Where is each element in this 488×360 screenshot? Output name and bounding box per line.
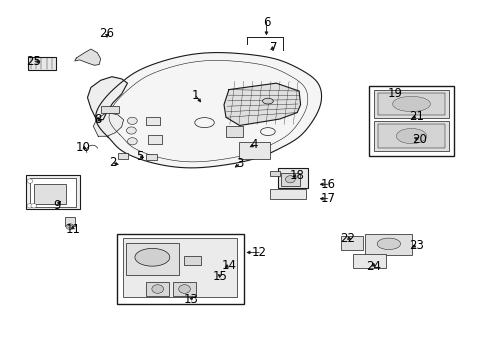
Ellipse shape	[396, 129, 426, 144]
Ellipse shape	[262, 98, 273, 104]
Circle shape	[126, 127, 136, 134]
Text: 1: 1	[192, 89, 199, 102]
Bar	[30, 178, 76, 207]
Text: 15: 15	[212, 270, 227, 283]
Bar	[183, 256, 201, 265]
Bar	[26, 175, 80, 210]
Circle shape	[27, 204, 33, 208]
Text: 23: 23	[408, 239, 423, 252]
Bar	[280, 173, 300, 186]
Bar	[117, 234, 243, 304]
Text: 8: 8	[94, 113, 102, 126]
Text: 19: 19	[386, 87, 401, 100]
Bar	[238, 142, 270, 159]
Polygon shape	[87, 77, 127, 120]
Text: 5: 5	[136, 150, 143, 163]
Bar	[377, 93, 445, 115]
Text: 25: 25	[26, 55, 41, 68]
Ellipse shape	[194, 118, 214, 128]
Polygon shape	[75, 49, 101, 65]
Bar	[352, 254, 385, 268]
Bar	[365, 234, 411, 255]
Text: 7: 7	[269, 41, 277, 54]
Text: 24: 24	[366, 260, 381, 273]
Bar	[277, 168, 307, 188]
Bar	[269, 189, 306, 199]
Circle shape	[66, 224, 74, 229]
Text: 14: 14	[221, 259, 236, 272]
Bar	[373, 121, 448, 151]
Bar	[269, 171, 279, 176]
Bar	[125, 243, 179, 275]
Text: 20: 20	[411, 133, 426, 146]
Circle shape	[31, 204, 37, 208]
Bar	[146, 282, 169, 296]
Ellipse shape	[376, 238, 400, 249]
Text: 16: 16	[320, 178, 335, 191]
Bar	[368, 86, 453, 156]
Bar	[34, 184, 65, 204]
Bar	[101, 106, 119, 113]
Text: 10: 10	[75, 140, 90, 153]
Bar	[65, 217, 75, 226]
Ellipse shape	[135, 248, 169, 266]
Circle shape	[27, 179, 33, 183]
Circle shape	[127, 117, 137, 125]
Bar	[172, 282, 196, 296]
Text: 9: 9	[53, 199, 61, 212]
Text: 2: 2	[109, 156, 116, 169]
Text: 13: 13	[183, 293, 198, 306]
Text: 17: 17	[320, 192, 335, 205]
Circle shape	[285, 176, 295, 183]
Bar	[118, 153, 128, 159]
Text: 22: 22	[340, 231, 355, 244]
Bar	[146, 117, 159, 126]
Text: 21: 21	[408, 110, 423, 123]
Ellipse shape	[260, 128, 275, 135]
Text: 11: 11	[65, 223, 80, 236]
Bar	[373, 90, 448, 118]
Text: 18: 18	[289, 169, 304, 182]
Polygon shape	[224, 83, 300, 126]
Text: 26: 26	[99, 27, 114, 40]
Text: 12: 12	[251, 246, 266, 259]
Bar	[148, 135, 161, 144]
Bar	[377, 124, 445, 148]
Bar	[340, 236, 362, 250]
Circle shape	[178, 285, 190, 293]
Polygon shape	[93, 113, 123, 136]
Polygon shape	[96, 53, 321, 168]
Bar	[27, 57, 56, 69]
Circle shape	[152, 285, 163, 293]
Bar	[122, 238, 237, 297]
Circle shape	[127, 138, 137, 145]
Text: 3: 3	[235, 157, 243, 170]
Ellipse shape	[392, 96, 429, 112]
Circle shape	[68, 225, 72, 228]
Text: 6: 6	[262, 16, 270, 29]
Text: 4: 4	[250, 138, 258, 151]
Bar	[146, 154, 157, 160]
Bar	[225, 126, 243, 137]
